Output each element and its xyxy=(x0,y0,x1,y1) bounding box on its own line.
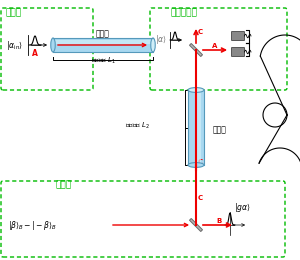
Text: C: C xyxy=(198,29,203,35)
Text: 通信路: 通信路 xyxy=(213,126,227,134)
FancyBboxPatch shape xyxy=(232,31,244,41)
Polygon shape xyxy=(197,90,201,165)
Text: $|\alpha\rangle$: $|\alpha\rangle$ xyxy=(155,32,167,46)
Text: $|\alpha_{\rm in}\rangle$: $|\alpha_{\rm in}\rangle$ xyxy=(6,38,23,51)
Polygon shape xyxy=(190,43,202,56)
Text: 通信路: 通信路 xyxy=(96,29,110,38)
Text: C: C xyxy=(198,195,203,201)
Polygon shape xyxy=(188,90,204,165)
Text: A: A xyxy=(212,43,218,49)
Text: 送信者: 送信者 xyxy=(5,8,21,17)
Text: 受信者: 受信者 xyxy=(55,180,71,189)
Text: A: A xyxy=(32,49,38,58)
Text: 伝送距離 $L_2$: 伝送距離 $L_2$ xyxy=(125,121,150,131)
FancyBboxPatch shape xyxy=(232,48,244,56)
Text: B: B xyxy=(216,218,221,224)
Text: 中継ノード: 中継ノード xyxy=(170,8,197,17)
Text: $|g\alpha\rangle$: $|g\alpha\rangle$ xyxy=(234,201,251,214)
Text: 伝送距離 $L_1$: 伝送距離 $L_1$ xyxy=(91,56,116,66)
Polygon shape xyxy=(53,38,153,52)
Ellipse shape xyxy=(151,38,155,52)
Text: C: C xyxy=(198,159,203,165)
Polygon shape xyxy=(190,218,202,232)
FancyBboxPatch shape xyxy=(1,8,93,90)
Ellipse shape xyxy=(51,38,55,52)
FancyBboxPatch shape xyxy=(1,181,285,257)
Ellipse shape xyxy=(188,162,204,167)
Ellipse shape xyxy=(188,88,204,92)
Polygon shape xyxy=(53,40,153,44)
Text: $|\beta\rangle_B - |-\beta\rangle_B$: $|\beta\rangle_B - |-\beta\rangle_B$ xyxy=(8,218,57,231)
FancyBboxPatch shape xyxy=(150,8,287,90)
